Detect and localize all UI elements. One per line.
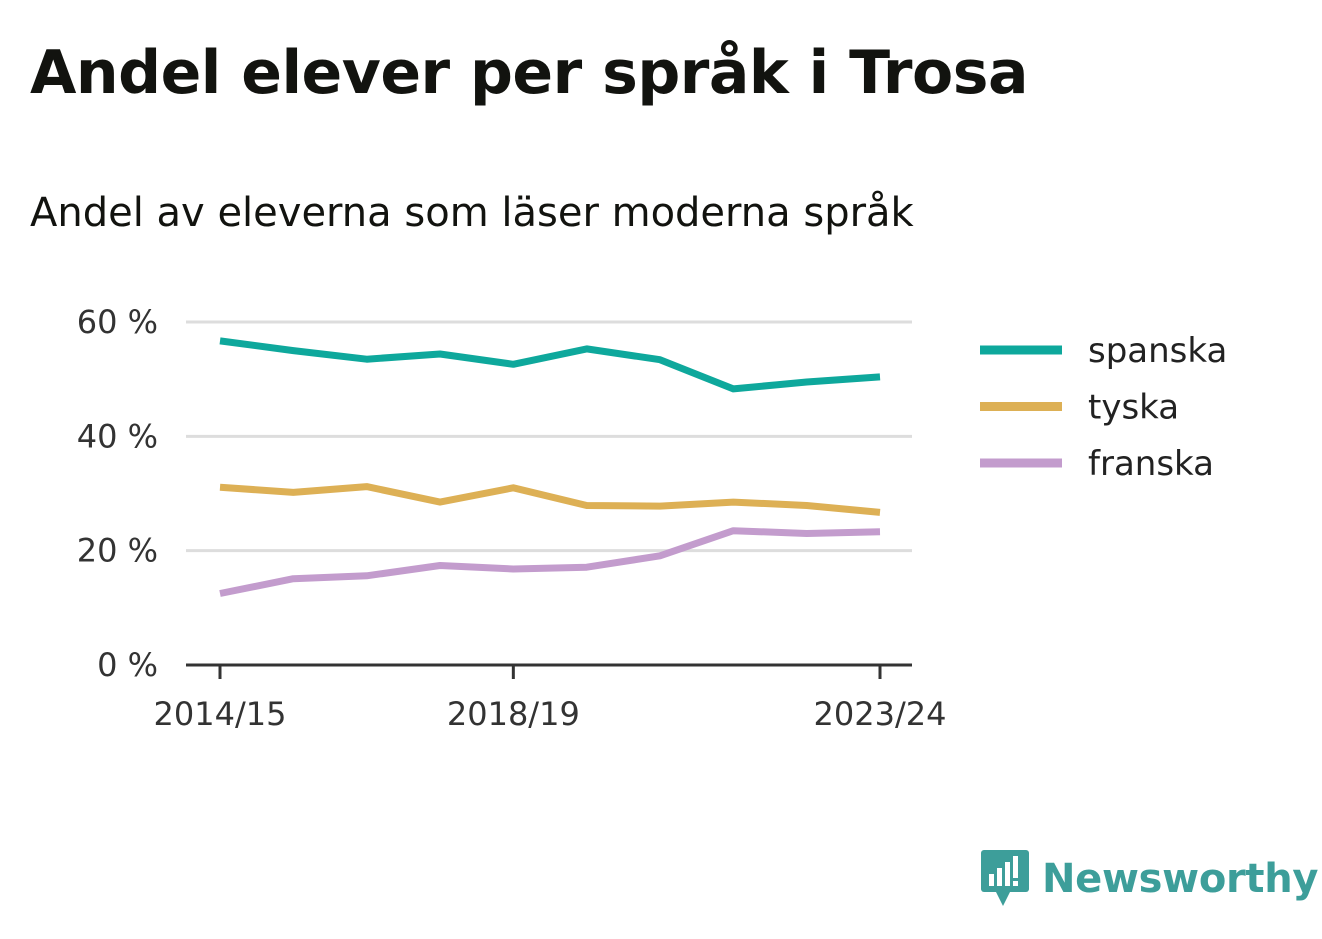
y-tick-label: 0 % — [97, 646, 158, 684]
y-tick-label: 40 % — [77, 417, 158, 455]
series-line-spanska — [219, 337, 881, 393]
grid-lines — [186, 320, 912, 553]
legend-label-spanska: spanska — [1088, 331, 1227, 371]
page-title: Andel elever per språk i Trosa — [30, 38, 1028, 108]
series-lines — [219, 337, 881, 597]
x-tick-label: 2014/15 — [154, 695, 287, 733]
x-tick-label: 2018/19 — [447, 695, 580, 733]
y-tick-label: 60 % — [77, 303, 158, 341]
axes: 0 % 20 % 40 % 60 % 2014/15 2018/19 2023/24 — [77, 303, 947, 733]
brand-logo: Newsworthy — [980, 848, 1319, 910]
series-line-franska — [219, 527, 881, 597]
chart-subtitle: Andel av eleverna som läser moderna språ… — [30, 190, 914, 236]
legend: spanska tyska franska — [980, 331, 1227, 484]
brand-name: Newsworthy — [1042, 856, 1319, 902]
x-tick-label: 2023/24 — [814, 695, 947, 733]
y-tick-label: 20 % — [77, 532, 158, 570]
legend-label-tyska: tyska — [1088, 388, 1179, 428]
newsworthy-icon — [981, 850, 1029, 906]
line-chart: 0 % 20 % 40 % 60 % 2014/15 2018/19 2023/24 spa… — [77, 303, 1228, 733]
legend-label-franska: franska — [1088, 444, 1214, 484]
series-line-tyska — [219, 483, 881, 516]
